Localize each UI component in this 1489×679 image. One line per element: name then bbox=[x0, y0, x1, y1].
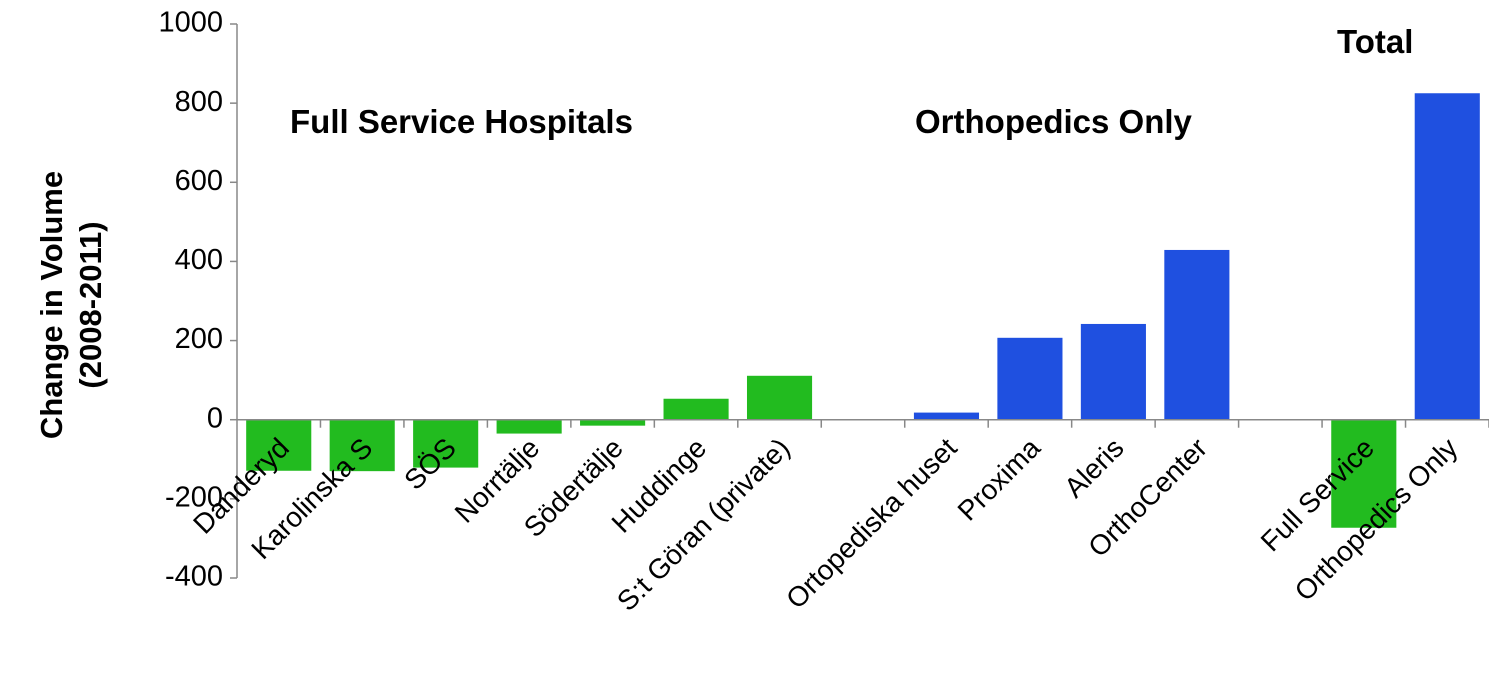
bar bbox=[1331, 419, 1397, 528]
y-tick-label: 200 bbox=[175, 323, 223, 355]
y-tick-label: 1000 bbox=[158, 7, 223, 39]
annotation: Orthopedics Only bbox=[915, 103, 1193, 140]
y-tick-label: 600 bbox=[175, 165, 223, 197]
y-axis-label: Change in Volume bbox=[34, 171, 69, 439]
y-tick-label: 0 bbox=[207, 402, 223, 434]
annotation: Total bbox=[1337, 23, 1413, 60]
bar bbox=[329, 419, 395, 472]
annotation: Full Service Hospitals bbox=[290, 103, 633, 140]
bar bbox=[1080, 323, 1146, 420]
y-tick-label: -400 bbox=[165, 561, 223, 593]
bar bbox=[413, 419, 479, 468]
bar bbox=[997, 337, 1063, 420]
bar bbox=[913, 412, 980, 420]
x-tick-label: Ortopediska huset bbox=[780, 432, 963, 615]
y-axis-label: (2008-2011) bbox=[73, 221, 108, 388]
x-tick-label: Proxima bbox=[952, 432, 1047, 527]
y-tick-label: 400 bbox=[175, 244, 223, 276]
bar bbox=[663, 398, 729, 420]
y-tick-label: -200 bbox=[165, 482, 223, 514]
bar bbox=[496, 419, 562, 434]
bar bbox=[1164, 249, 1230, 420]
x-tick-label: Aleris bbox=[1058, 432, 1129, 503]
y-tick-label: 800 bbox=[175, 86, 223, 118]
bar bbox=[246, 419, 312, 471]
bar bbox=[580, 419, 646, 426]
bar bbox=[1414, 93, 1480, 420]
bar bbox=[746, 375, 813, 420]
